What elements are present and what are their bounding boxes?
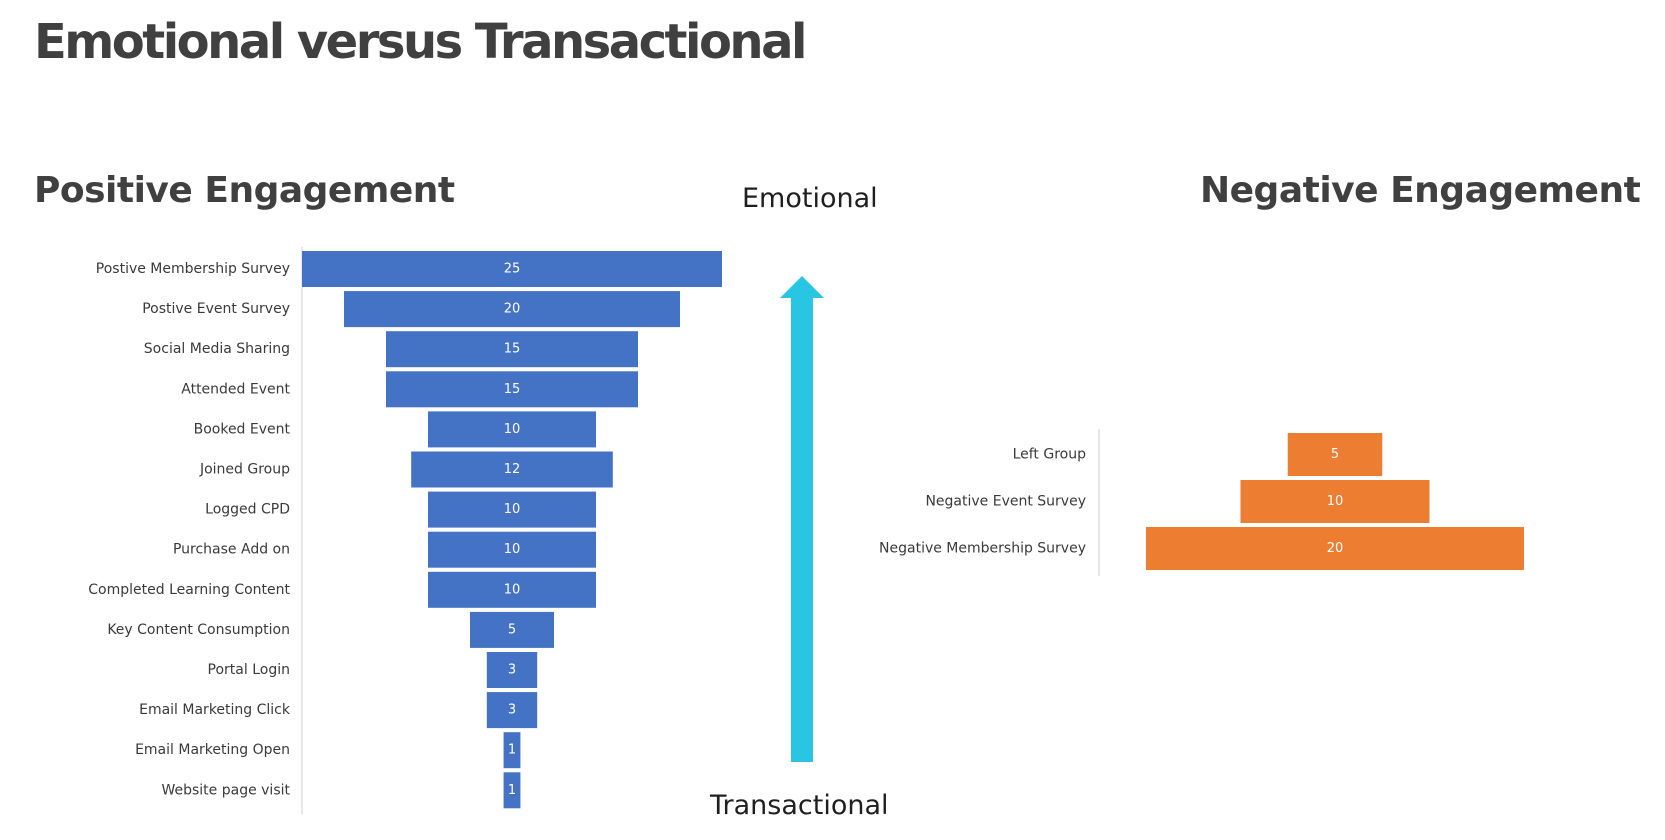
positive-category-label: Logged CPD [205,502,290,518]
positive-bar-value: 10 [504,422,521,437]
positive-bar-value: 10 [504,502,521,517]
positive-bar [428,491,596,528]
positive-bar-value: 10 [504,582,521,597]
positive-category-label: Postive Event Survey [142,301,290,317]
positive-category-label: Completed Learning Content [88,582,290,598]
negative-bar [1287,433,1383,476]
positive-bar-value: 12 [504,462,521,477]
positive-category-label: Website page visit [161,782,290,798]
positive-bar-value: 1 [508,783,516,798]
positive-bar [386,331,638,368]
positive-bar-value: 25 [504,262,521,277]
positive-bar [486,692,538,729]
positive-bar [411,451,613,488]
positive-category-label: Purchase Add on [173,542,290,558]
positive-bar [503,732,521,769]
positive-bar [470,611,554,648]
positive-bar-value: 1 [508,743,516,758]
negative-bar [1146,527,1524,570]
positive-engagement-heading: Positive Engagement [34,170,455,211]
positive-bar-value: 3 [508,703,516,718]
positive-bar [344,291,680,328]
positive-category-label: Portal Login [208,662,290,678]
emotional-transactional-arrow-icon [780,276,824,762]
positive-bar [428,571,596,608]
positive-category-label: Social Media Sharing [144,341,290,357]
positive-bar-value: 15 [504,342,521,357]
positive-bar [428,531,596,568]
positive-category-label: Key Content Consumption [107,622,290,638]
positive-category-label: Email Marketing Open [135,742,290,758]
positive-engagement-chart: 25 Postive Membership Survey 20 Postive Eve… [88,247,722,815]
negative-engagement-heading: Negative Engagement [1200,170,1641,211]
negative-engagement-chart: 5 Left Group 10 Negative Event Survey 20 Nega… [879,429,1524,576]
transactional-label: Transactional [710,790,889,821]
positive-bar [386,371,638,408]
negative-bar [1240,480,1430,523]
negative-category-label: Negative Event Survey [925,494,1086,510]
emotional-label: Emotional [742,183,878,214]
positive-bar [503,772,521,809]
positive-bar-value: 3 [508,663,516,678]
positive-category-label: Joined Group [199,462,290,478]
negative-bar-value: 20 [1327,541,1344,556]
negative-category-label: Left Group [1013,447,1087,463]
page-title: Emotional versus Transactional [34,14,807,70]
arrow-head [780,276,824,762]
positive-bar-value: 20 [504,302,521,317]
positive-bar-value: 5 [508,622,516,637]
positive-category-label: Postive Membership Survey [96,261,290,277]
negative-category-label: Negative Membership Survey [879,541,1086,557]
negative-bar-value: 5 [1331,447,1339,462]
positive-category-label: Booked Event [194,421,291,437]
positive-category-label: Email Marketing Click [139,702,291,718]
positive-category-label: Attended Event [181,381,290,397]
positive-bar [486,652,538,688]
positive-bar-value: 15 [504,382,521,397]
positive-bar-value: 10 [504,542,521,557]
positive-bar [428,411,596,448]
negative-bar-value: 10 [1327,494,1344,509]
positive-bar [302,251,722,287]
